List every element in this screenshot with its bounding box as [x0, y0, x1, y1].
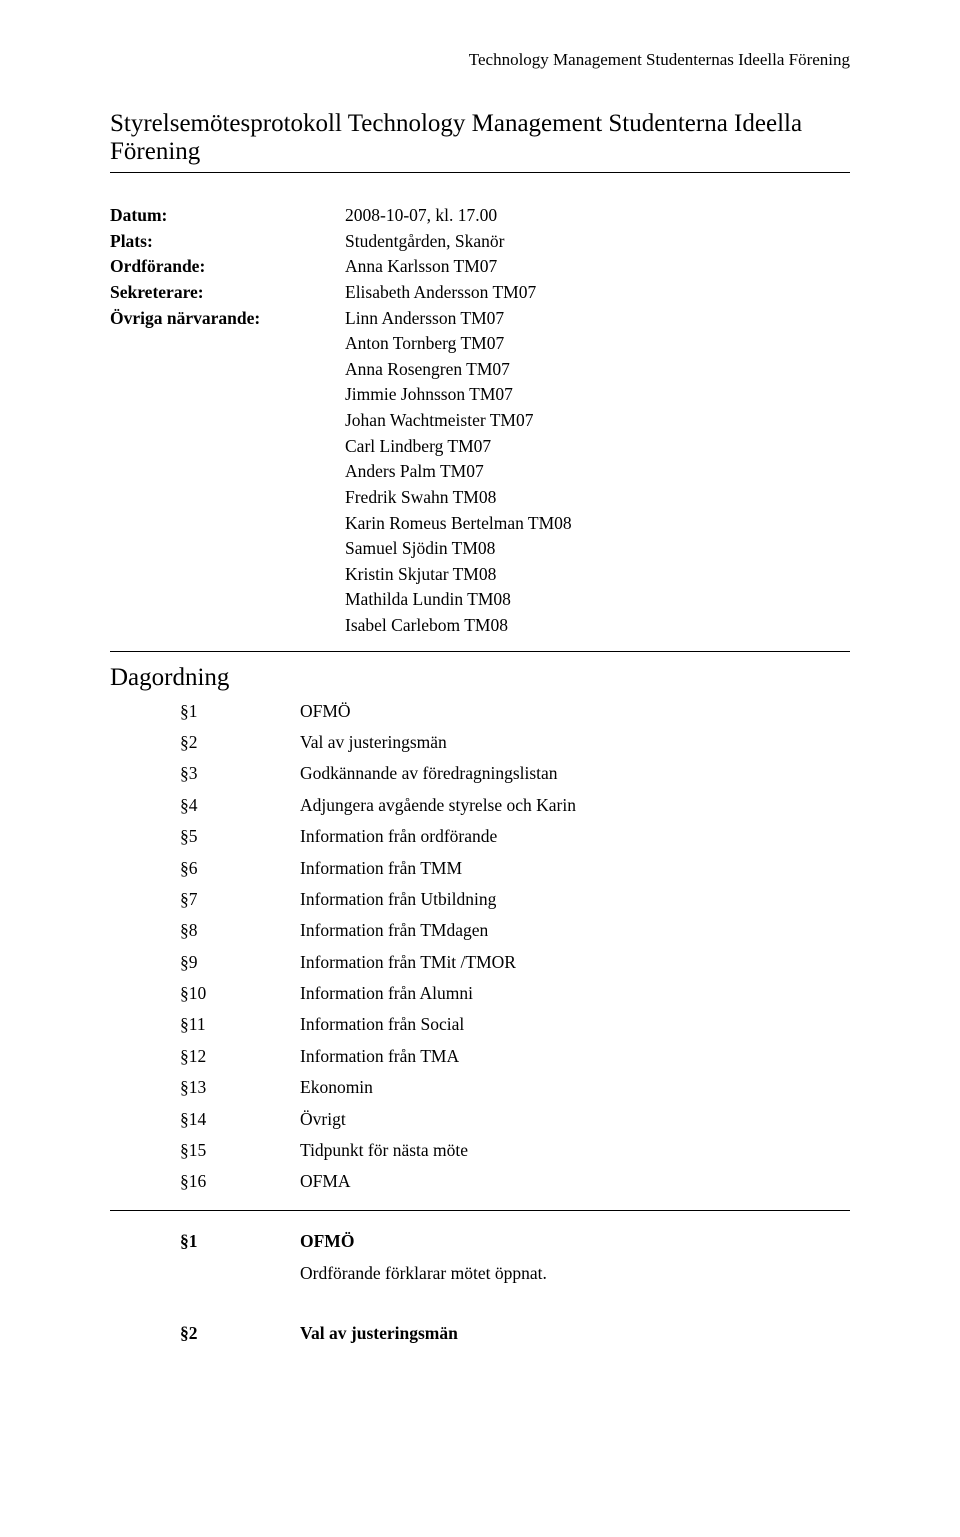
divider-rule	[110, 651, 850, 652]
agenda-text: OFMA	[300, 1166, 850, 1197]
meta-label: Övriga närvarande:	[110, 306, 345, 332]
agenda-num: §12	[110, 1041, 300, 1072]
attendee: Jimmie Johnsson TM07	[345, 382, 850, 408]
divider-rule	[110, 1210, 850, 1211]
agenda-item: §9Information från TMit /TMOR	[110, 947, 850, 978]
section-num: §1	[110, 1223, 300, 1291]
agenda-num: §7	[110, 884, 300, 915]
agenda-text: Tidpunkt för nästa möte	[300, 1135, 850, 1166]
agenda-item: §12Information från TMA	[110, 1041, 850, 1072]
agenda-num: §16	[110, 1166, 300, 1197]
agenda-num: §10	[110, 978, 300, 1009]
page: Technology Management Studenternas Ideel…	[0, 0, 960, 1537]
agenda-item: §7Information från Utbildning	[110, 884, 850, 915]
agenda-num: §9	[110, 947, 300, 978]
agenda-text: Information från Utbildning	[300, 884, 850, 915]
attendee: Fredrik Swahn TM08	[345, 485, 850, 511]
meta-label: Plats:	[110, 229, 345, 255]
agenda-text: Information från TMA	[300, 1041, 850, 1072]
attendee: Johan Wachtmeister TM07	[345, 408, 850, 434]
agenda-text: OFMÖ	[300, 696, 850, 727]
agenda-heading: Dagordning	[110, 664, 850, 692]
org-header: Technology Management Studenternas Ideel…	[110, 50, 850, 70]
agenda-item: §13Ekonomin	[110, 1072, 850, 1103]
agenda-num: §4	[110, 790, 300, 821]
section-heading: OFMÖ	[300, 1227, 850, 1255]
agenda-text: Val av justeringsmän	[300, 727, 850, 758]
agenda-text: Information från TMit /TMOR	[300, 947, 850, 978]
agenda-num: §13	[110, 1072, 300, 1103]
meta-row: Ordförande: Anna Karlsson TM07	[110, 254, 850, 280]
agenda-num: §5	[110, 821, 300, 852]
meta-row: Sekreterare: Elisabeth Andersson TM07	[110, 280, 850, 306]
agenda-text: Övrigt	[300, 1104, 850, 1135]
agenda-item: §6Information från TMM	[110, 853, 850, 884]
agenda-item: §5Information från ordförande	[110, 821, 850, 852]
agenda-text: Ekonomin	[300, 1072, 850, 1103]
section-text: Ordförande förklarar mötet öppnat.	[300, 1259, 850, 1287]
agenda-text: Information från TMdagen	[300, 915, 850, 946]
document-title: Styrelsemötesprotokoll Technology Manage…	[110, 110, 850, 166]
meta-value: Elisabeth Andersson TM07	[345, 280, 850, 306]
agenda-item: §3Godkännande av föredragningslistan	[110, 758, 850, 789]
meta-row: Datum: 2008-10-07, kl. 17.00	[110, 203, 850, 229]
agenda-item: §15Tidpunkt för nästa möte	[110, 1135, 850, 1166]
attendee: Isabel Carlebom TM08	[345, 613, 850, 639]
agenda-text: Information från TMM	[300, 853, 850, 884]
attendee: Mathilda Lundin TM08	[345, 587, 850, 613]
agenda-item: §11Information från Social	[110, 1009, 850, 1040]
agenda-text: Information från Social	[300, 1009, 850, 1040]
agenda-text: Information från Alumni	[300, 978, 850, 1009]
agenda-num: §11	[110, 1009, 300, 1040]
attendee: Anders Palm TM07	[345, 459, 850, 485]
agenda-num: §3	[110, 758, 300, 789]
agenda-table: §1OFMÖ §2Val av justeringsmän §3Godkänna…	[110, 696, 850, 1198]
attendee: Kristin Skjutar TM08	[345, 562, 850, 588]
meta-label: Ordförande:	[110, 254, 345, 280]
agenda-num: §15	[110, 1135, 300, 1166]
meta-label: Datum:	[110, 203, 345, 229]
attendee: Anton Tornberg TM07	[345, 331, 850, 357]
section-heading: Val av justeringsmän	[300, 1319, 850, 1347]
meta-table: Datum: 2008-10-07, kl. 17.00 Plats: Stud…	[110, 203, 850, 639]
agenda-num: §1	[110, 696, 300, 727]
agenda-text: Adjungera avgående styrelse och Karin	[300, 790, 850, 821]
meta-value: 2008-10-07, kl. 17.00	[345, 203, 850, 229]
section-num: §2	[110, 1315, 300, 1351]
agenda-num: §6	[110, 853, 300, 884]
attendee: Karin Romeus Bertelman TM08	[345, 511, 850, 537]
meta-row: Övriga närvarande: Linn Andersson TM07	[110, 306, 850, 332]
agenda-item: §1OFMÖ	[110, 696, 850, 727]
minutes-body: §1 OFMÖ Ordförande förklarar mötet öppna…	[110, 1223, 850, 1351]
agenda-item: §10Information från Alumni	[110, 978, 850, 1009]
attendee: Anna Rosengren TM07	[345, 357, 850, 383]
agenda-item: §14Övrigt	[110, 1104, 850, 1135]
agenda-num: §8	[110, 915, 300, 946]
meta-value: Anna Karlsson TM07	[345, 254, 850, 280]
minutes-section: §1 OFMÖ Ordförande förklarar mötet öppna…	[110, 1223, 850, 1291]
meta-value: Studentgården, Skanör	[345, 229, 850, 255]
agenda-text: Information från ordförande	[300, 821, 850, 852]
agenda-item: §8Information från TMdagen	[110, 915, 850, 946]
attendee: Samuel Sjödin TM08	[345, 536, 850, 562]
agenda-num: §14	[110, 1104, 300, 1135]
attendee: Carl Lindberg TM07	[345, 434, 850, 460]
meta-label: Sekreterare:	[110, 280, 345, 306]
agenda-item: §4Adjungera avgående styrelse och Karin	[110, 790, 850, 821]
agenda-text: Godkännande av föredragningslistan	[300, 758, 850, 789]
meta-value: Linn Andersson TM07	[345, 306, 850, 332]
agenda-item: §2Val av justeringsmän	[110, 727, 850, 758]
title-rule	[110, 172, 850, 173]
meta-row: Plats: Studentgården, Skanör	[110, 229, 850, 255]
agenda-item: §16OFMA	[110, 1166, 850, 1197]
minutes-section: §2 Val av justeringsmän	[110, 1315, 850, 1351]
agenda-num: §2	[110, 727, 300, 758]
